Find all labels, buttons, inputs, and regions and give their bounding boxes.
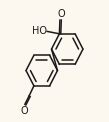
Text: HO: HO [32, 26, 47, 36]
Text: O: O [20, 106, 28, 116]
Text: O: O [58, 9, 66, 19]
